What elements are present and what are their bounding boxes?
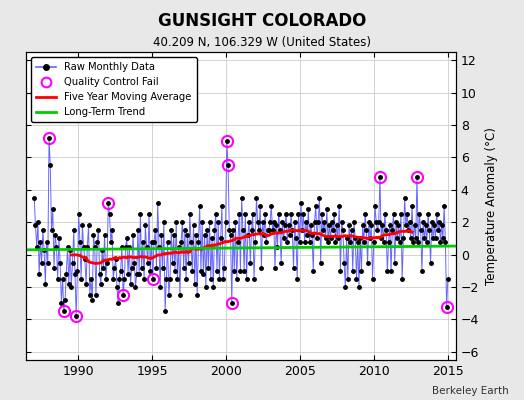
Legend: Raw Monthly Data, Quality Control Fail, Five Year Moving Average, Long-Term Tren: Raw Monthly Data, Quality Control Fail, …: [31, 57, 196, 122]
Text: GUNSIGHT COLORADO: GUNSIGHT COLORADO: [158, 12, 366, 30]
Text: 40.209 N, 106.329 W (United States): 40.209 N, 106.329 W (United States): [153, 36, 371, 49]
Text: Berkeley Earth: Berkeley Earth: [432, 386, 508, 396]
Y-axis label: Temperature Anomaly (°C): Temperature Anomaly (°C): [485, 127, 498, 285]
